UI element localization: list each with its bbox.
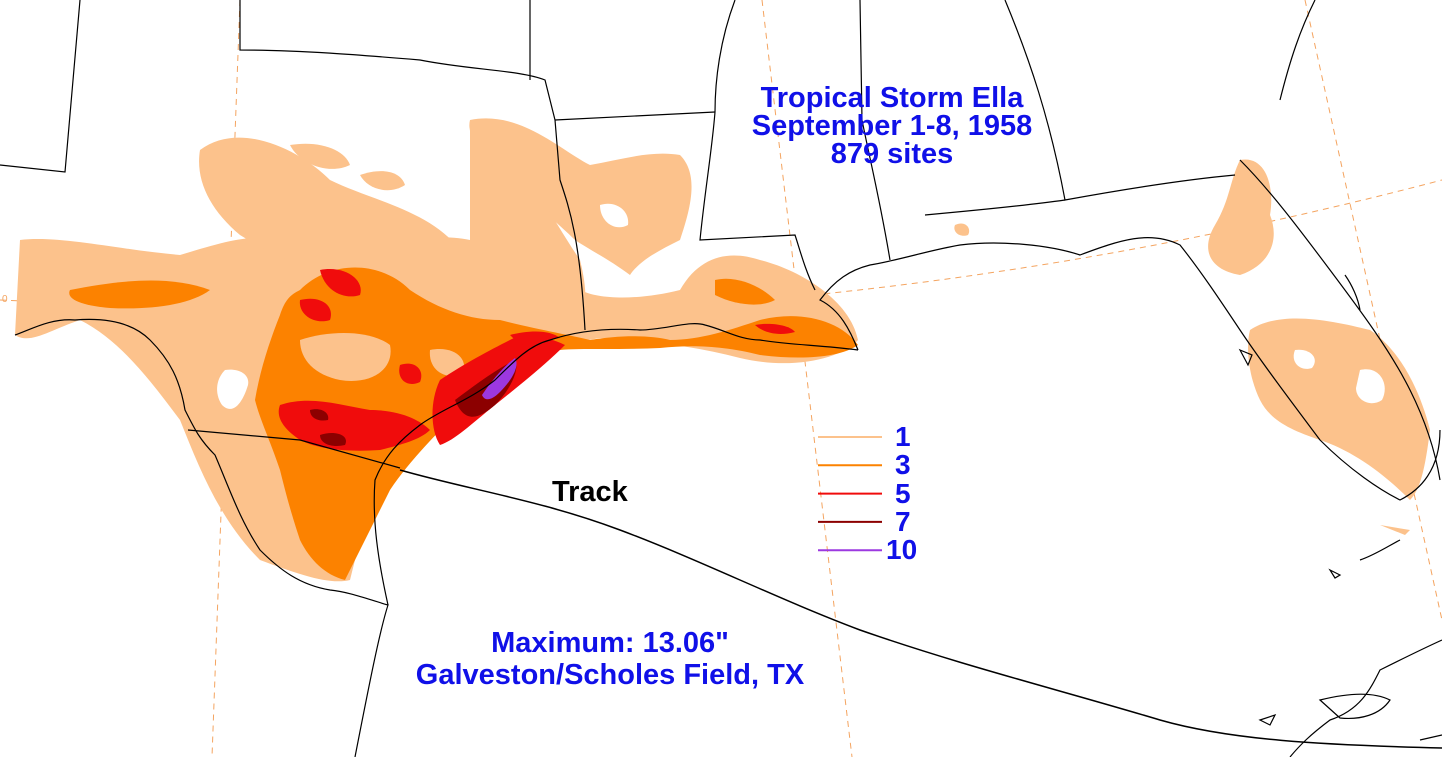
- legend-value-5: 5: [895, 477, 911, 509]
- map-title-line2: September 1-8, 1958: [751, 110, 1033, 142]
- coastline: [14, 159, 1442, 757]
- rainfall-3-inch: [69, 267, 858, 580]
- legend-value-1: 1: [895, 421, 911, 452]
- maximum-value: Maximum: 13.06": [491, 627, 729, 659]
- maximum-location: Galveston/Scholes Field, TX: [415, 659, 805, 691]
- legend-value-7: 7: [895, 505, 911, 537]
- rainfall-1-inch: [15, 118, 1430, 582]
- track-label: Track: [552, 476, 628, 508]
- legend-lines: [818, 436, 882, 552]
- rainfall-10-inch: [482, 358, 517, 400]
- graticule-label: 0: [2, 294, 8, 305]
- mexico-border: [187, 429, 401, 469]
- rainfall-3-holes: [300, 333, 465, 381]
- rainfall-holes: [24, 203, 1385, 409]
- storm-track: [399, 469, 1442, 749]
- map-title-line1: Tropical Storm Ella: [760, 82, 1024, 114]
- state-borders: [0, 0, 1316, 331]
- map-title-line3: 879 sites: [830, 138, 954, 170]
- legend-value-3: 3: [895, 449, 911, 481]
- legend-value-10: 10: [886, 534, 918, 566]
